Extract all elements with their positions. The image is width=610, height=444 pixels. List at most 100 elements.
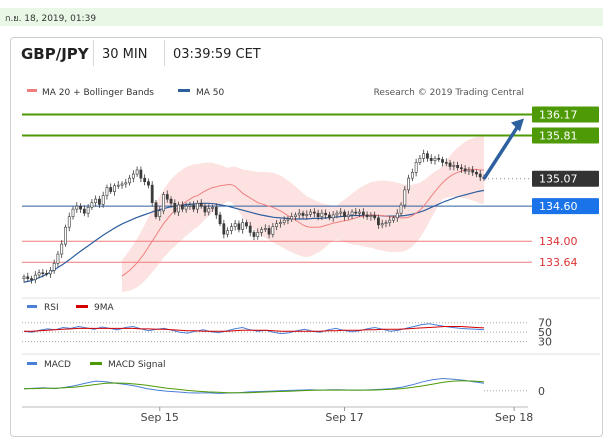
candle xyxy=(448,162,452,167)
candle xyxy=(365,214,369,217)
macd-legend-swatch xyxy=(27,362,37,365)
x-axis: Sep 15 Sep 17 Sep 18 xyxy=(141,407,533,424)
candle xyxy=(467,169,471,172)
candle xyxy=(324,212,328,216)
candle xyxy=(116,184,120,187)
candle xyxy=(52,263,56,271)
header-divider xyxy=(164,40,165,66)
timestamp-bar: ก.ย. 18, 2019, 01:39 xyxy=(0,8,603,26)
level-tag-135-81 xyxy=(532,127,599,144)
candle xyxy=(271,226,275,235)
candle xyxy=(143,177,147,182)
candle xyxy=(418,158,422,163)
ma50-legend-swatch xyxy=(178,89,190,92)
candle xyxy=(169,198,173,204)
candle xyxy=(444,162,448,164)
candle xyxy=(199,202,203,207)
rsi-tick-label-70: 70 xyxy=(538,317,552,330)
candle xyxy=(459,167,463,170)
candle xyxy=(369,215,373,217)
level-label-135-07: 135.07 xyxy=(539,173,578,186)
candle xyxy=(237,223,241,230)
candle xyxy=(75,205,79,210)
candle xyxy=(275,223,279,227)
candle xyxy=(173,202,177,213)
candle xyxy=(245,222,248,227)
candle xyxy=(305,214,309,216)
level-label-135-81: 135.81 xyxy=(539,130,578,143)
candle xyxy=(147,181,150,186)
candle xyxy=(188,204,192,207)
candle xyxy=(392,217,395,221)
candle xyxy=(128,177,131,184)
ma50-legend-label: MA 50 xyxy=(196,88,225,98)
candle xyxy=(380,223,384,226)
candle xyxy=(218,214,222,224)
candle xyxy=(82,208,86,214)
candle xyxy=(48,270,52,275)
candle xyxy=(105,187,109,196)
candle xyxy=(290,216,294,220)
candle xyxy=(131,173,135,179)
candle xyxy=(233,223,237,227)
candle xyxy=(203,205,207,213)
candle xyxy=(320,212,324,217)
candle xyxy=(192,204,196,210)
price-panel: 136.17 135.81 135.07 134.60 134.00 133.64 xyxy=(22,106,599,293)
candle xyxy=(211,207,214,209)
candle xyxy=(407,177,410,191)
candle xyxy=(158,210,162,217)
candle xyxy=(71,208,75,217)
candle xyxy=(384,222,388,224)
candle xyxy=(162,194,165,212)
candle xyxy=(475,172,478,175)
candle xyxy=(113,185,116,192)
candle xyxy=(331,214,335,219)
candle xyxy=(124,182,128,185)
candle xyxy=(377,217,380,226)
candle xyxy=(463,168,467,172)
candle xyxy=(26,276,30,279)
candle xyxy=(312,211,316,214)
candle xyxy=(278,222,282,224)
candle xyxy=(241,222,245,230)
candle xyxy=(403,189,407,206)
macd-legend-label: MACD xyxy=(44,360,71,370)
candle xyxy=(86,207,90,214)
candle xyxy=(154,202,158,217)
candle xyxy=(328,214,331,219)
candle xyxy=(437,158,441,160)
rsi-legend-label: RSI xyxy=(44,303,59,313)
candle xyxy=(260,229,263,233)
candle xyxy=(33,274,37,281)
candle xyxy=(222,223,226,235)
candle xyxy=(441,159,444,163)
candle xyxy=(339,211,343,214)
candle xyxy=(22,276,26,279)
candle xyxy=(373,215,377,219)
candle xyxy=(109,187,113,192)
projection-arrow-head xyxy=(511,118,524,132)
candle xyxy=(94,198,98,203)
candle xyxy=(343,211,346,217)
candle xyxy=(361,211,365,216)
time-label: 03:39:59 CET xyxy=(173,47,261,62)
candle xyxy=(395,212,399,219)
candle xyxy=(135,169,139,175)
ma20-legend-label: MA 20 + Bollinger Bands xyxy=(42,88,154,98)
candle xyxy=(45,273,49,275)
candle xyxy=(422,153,426,159)
ma20-legend-swatch xyxy=(27,89,37,92)
candle xyxy=(426,153,429,159)
currency-pair: GBP/JPY xyxy=(21,45,89,63)
candle xyxy=(165,194,169,200)
candle xyxy=(282,219,286,223)
rsi-ma-line xyxy=(24,326,485,332)
candle xyxy=(399,204,403,214)
level-tag-136-17 xyxy=(532,106,599,123)
projection-arrow-shaft xyxy=(482,123,521,180)
macd-tick-label-0: 0 xyxy=(538,385,545,398)
interval-label: 30 MIN xyxy=(102,47,148,62)
candle xyxy=(335,212,339,216)
